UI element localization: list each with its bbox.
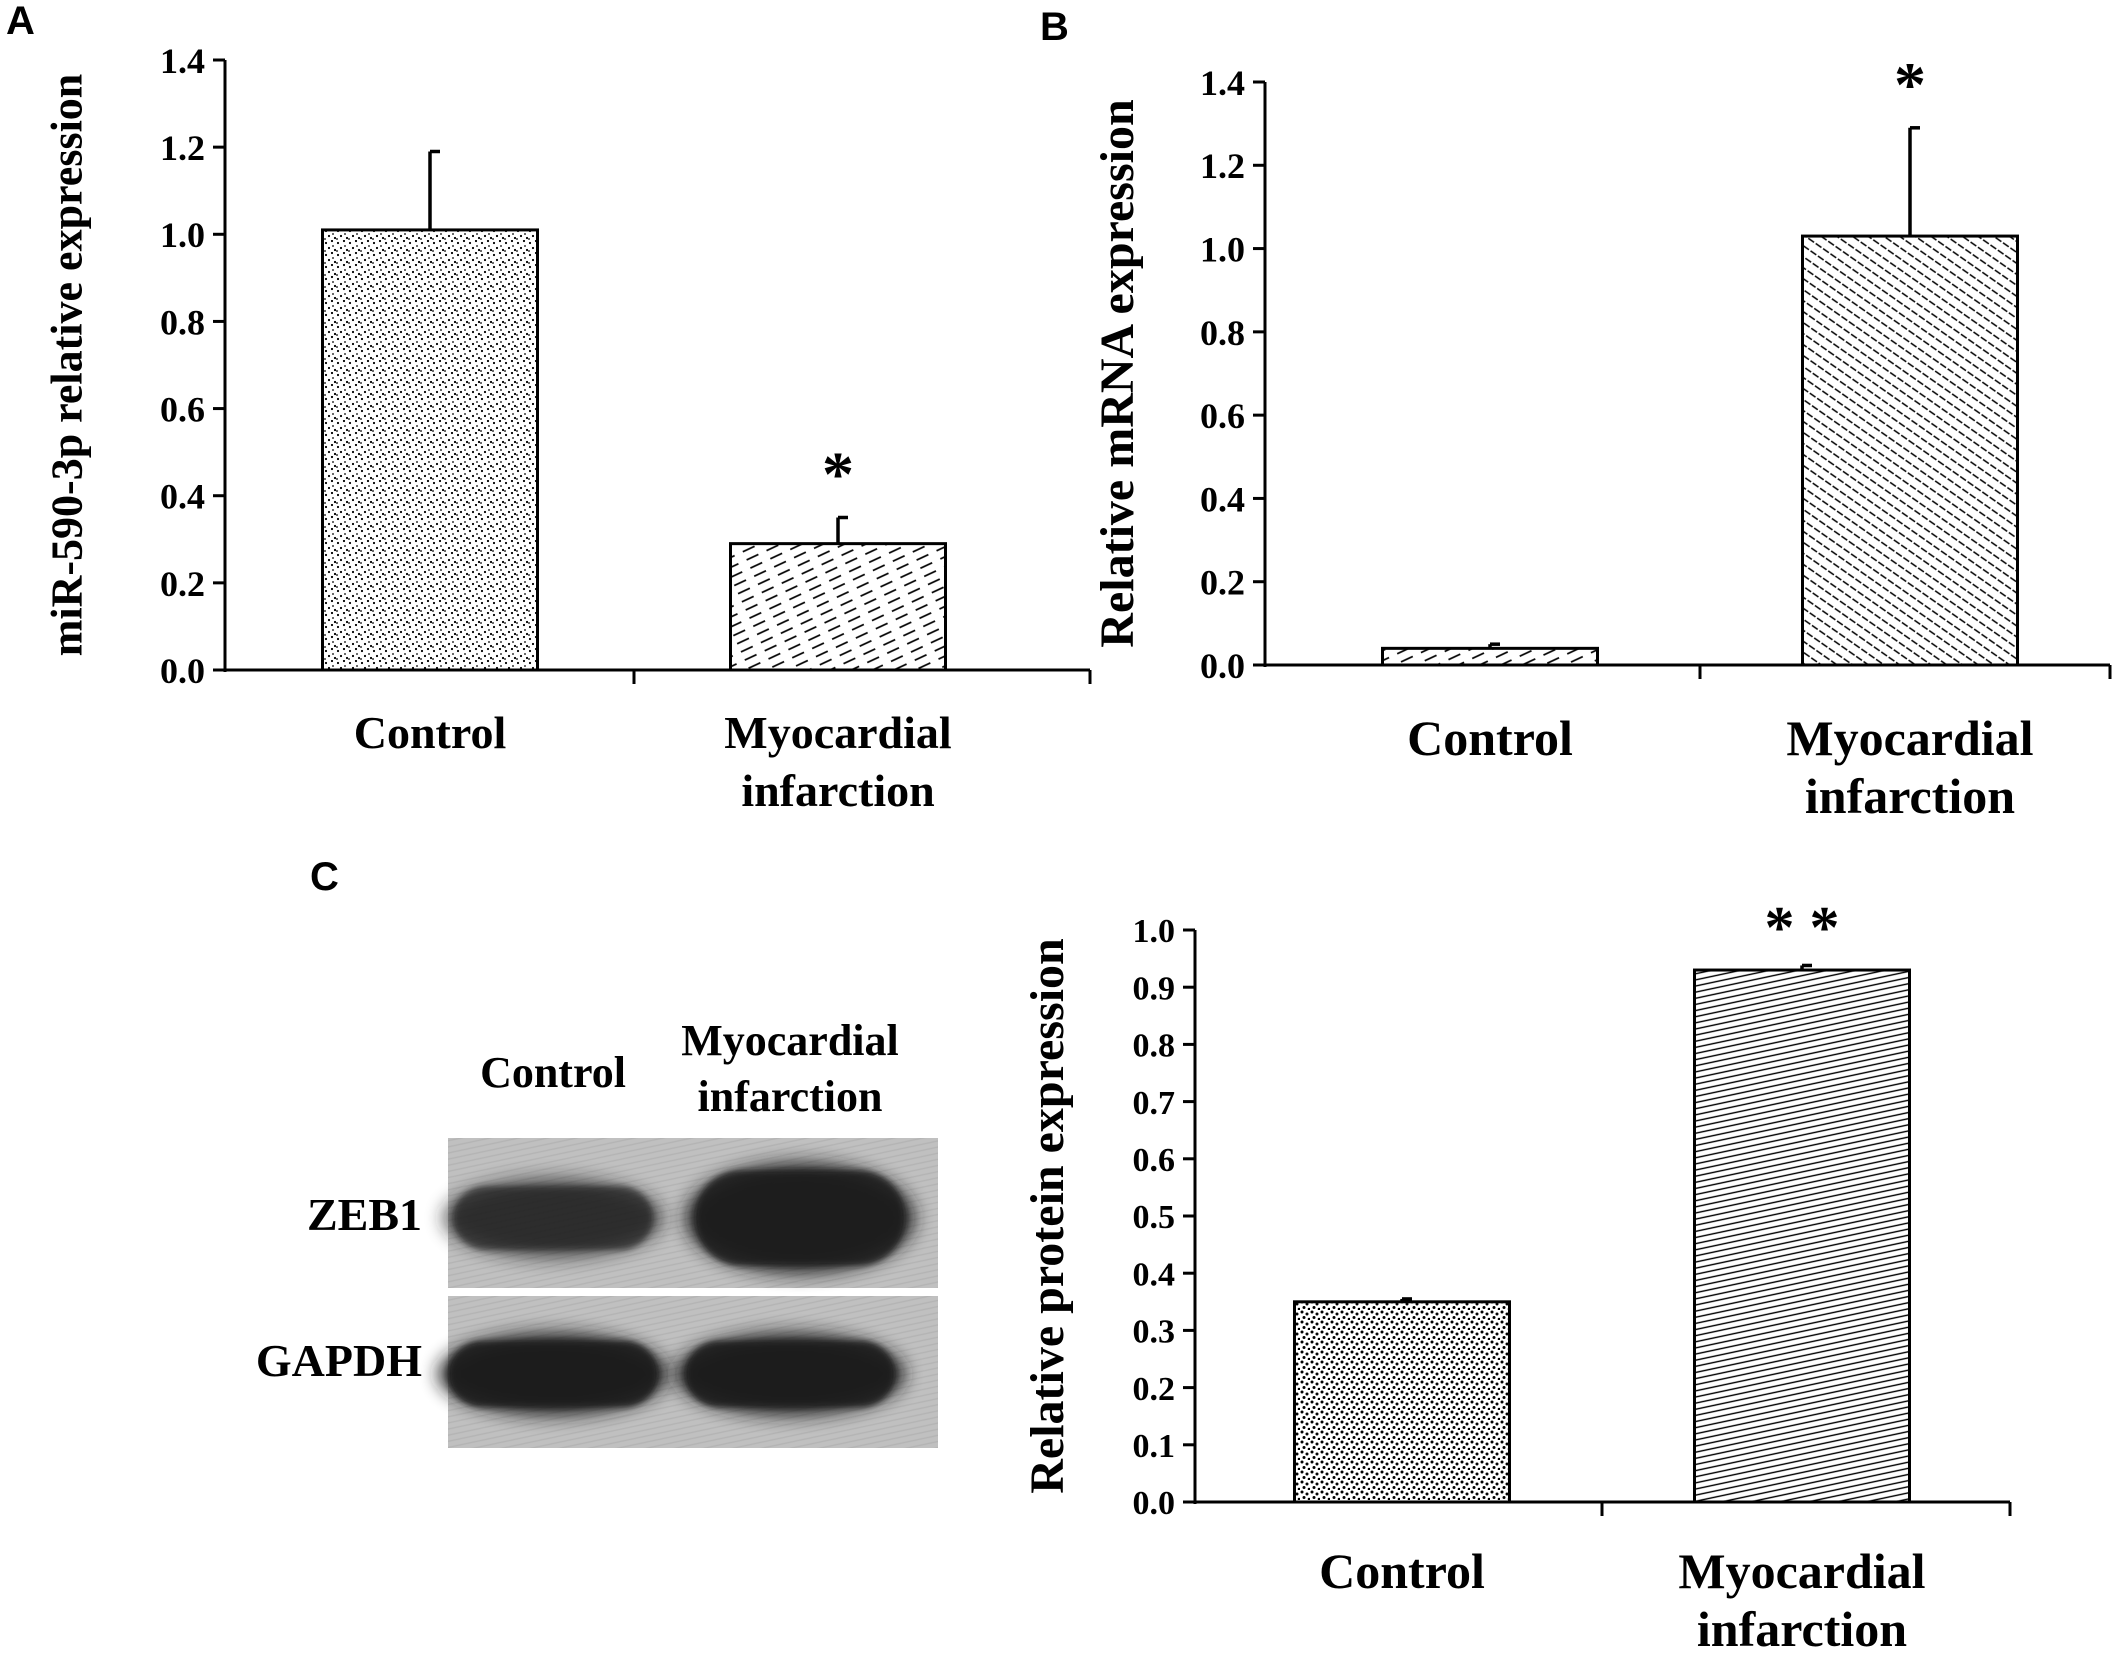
y-tick-label: 0.8 bbox=[1133, 1028, 1176, 1065]
y-tick-label: 1.2 bbox=[160, 128, 205, 168]
y-tick-label: 0.3 bbox=[1133, 1314, 1176, 1351]
y-tick-label: 1.2 bbox=[1200, 146, 1245, 186]
blot-row-label-gapdh: GAPDH bbox=[256, 1335, 422, 1386]
blot-lane-label: Control bbox=[480, 1048, 626, 1097]
y-tick-label: 0.6 bbox=[1133, 1142, 1176, 1179]
bar-control bbox=[1293, 1300, 1511, 1504]
chart-a: 0.0 0.2 0.4 0.6 0.8 1.0 1.2 1.4 miR-590-3p relat… bbox=[42, 41, 1092, 816]
blot-lane-label: Myocardial bbox=[681, 1016, 899, 1065]
y-axis-label: Relative protein expression bbox=[1021, 938, 1074, 1494]
y-tick-label: 1.4 bbox=[160, 41, 205, 81]
y-tick-label: 0.0 bbox=[1133, 1485, 1176, 1522]
y-axis-label: miR-590-3p relative expression bbox=[42, 74, 91, 657]
panel-label-c: C bbox=[310, 855, 339, 899]
x-category-label: infarction bbox=[741, 765, 934, 816]
y-tick-label: 1.0 bbox=[160, 215, 205, 255]
y-tick-label: 1.4 bbox=[1200, 63, 1245, 103]
x-category-label: Control bbox=[354, 707, 507, 758]
y-axis-label: Relative mRNA expression bbox=[1091, 99, 1144, 647]
x-category-label: Control bbox=[1319, 1543, 1485, 1599]
significance-marker: * bbox=[1894, 49, 1926, 120]
band-core-zeb1-lane-1 bbox=[453, 1186, 653, 1250]
band-core-gapdh-lane-1 bbox=[448, 1341, 658, 1407]
chart-b: 0.0 0.2 0.4 0.6 0.8 1.0 1.2 1.4 Relative mRNA ex… bbox=[1091, 49, 2112, 824]
x-category-label: Myocardial bbox=[1678, 1543, 1925, 1599]
x-category-label: Myocardial bbox=[1786, 710, 2033, 766]
y-tick-label: 0.0 bbox=[160, 651, 205, 691]
blot-lane-label: infarction bbox=[698, 1072, 883, 1121]
band-core-zeb1-lane-2 bbox=[695, 1170, 905, 1266]
y-tick-label: 0.7 bbox=[1133, 1085, 1176, 1122]
y-tick-label: 0.4 bbox=[1200, 479, 1245, 519]
western-blot: Control Myocardial infarction ZEB1 GAPDH bbox=[256, 1016, 938, 1448]
panel-label-b: B bbox=[1040, 5, 1069, 49]
y-tick-label: 0.6 bbox=[1200, 396, 1245, 436]
significance-marker: * * bbox=[1765, 894, 1840, 960]
bar-myocardial-infarction bbox=[1801, 234, 2019, 667]
x-category-label: Myocardial bbox=[724, 707, 951, 758]
y-tick-label: 0.2 bbox=[1200, 563, 1245, 603]
significance-marker: * bbox=[822, 439, 854, 510]
y-tick-label: 0.2 bbox=[1133, 1371, 1176, 1408]
y-tick-label: 0.1 bbox=[1133, 1428, 1176, 1465]
blot-row-label-zeb1: ZEB1 bbox=[307, 1189, 422, 1240]
y-tick-label: 0.4 bbox=[1133, 1256, 1176, 1293]
bar-control bbox=[1381, 646, 1599, 667]
y-tick-label: 0.8 bbox=[160, 302, 205, 342]
blot-bands bbox=[438, 1162, 915, 1415]
y-tick-label: 0.4 bbox=[160, 477, 205, 517]
chart-c: 0.0 0.1 0.2 0.3 0.4 0.5 0.6 0.7 0.8 0.9 1.0 Relativ… bbox=[1021, 894, 2012, 1653]
x-category-label: infarction bbox=[1697, 1601, 1907, 1653]
blot-lane-labels: Control Myocardial infarction bbox=[480, 1016, 899, 1121]
x-category-label: infarction bbox=[1805, 768, 2015, 824]
y-tick-label: 0.6 bbox=[160, 390, 205, 430]
y-tick-label: 0.8 bbox=[1200, 313, 1245, 353]
y-tick-label: 0.5 bbox=[1133, 1199, 1176, 1236]
panel-label-a: A bbox=[6, 0, 35, 43]
bar-myocardial-infarction bbox=[1693, 968, 1911, 1504]
bar-myocardial-infarction bbox=[729, 542, 947, 672]
y-tick-label: 0.0 bbox=[1200, 646, 1245, 686]
y-tick-label: 1.0 bbox=[1133, 913, 1176, 950]
y-tick-label: 0.2 bbox=[160, 564, 205, 604]
band-core-gapdh-lane-2 bbox=[685, 1341, 895, 1407]
x-category-label: Control bbox=[1407, 710, 1573, 766]
y-tick-label: 0.9 bbox=[1133, 970, 1176, 1007]
y-tick-label: 1.0 bbox=[1200, 230, 1245, 270]
bar-control bbox=[321, 228, 539, 672]
